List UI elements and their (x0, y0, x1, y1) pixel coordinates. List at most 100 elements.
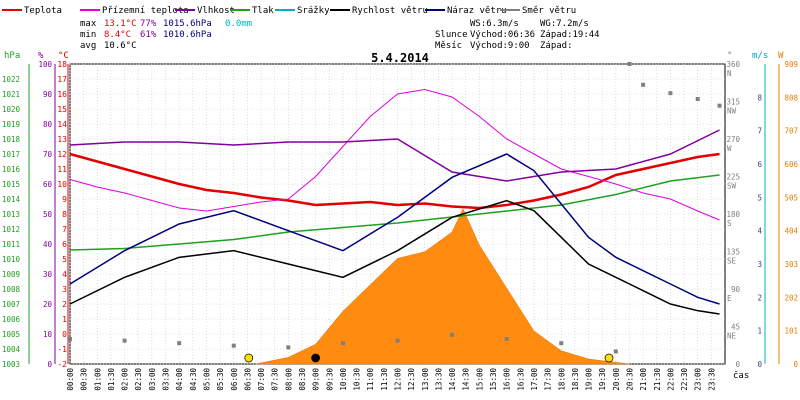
dir-name-label: N (727, 69, 732, 78)
wind-direction-point (286, 345, 291, 350)
temp-tick-label: 2 (62, 300, 67, 309)
sunset-marker (604, 353, 614, 363)
hpa-tick-label: 1013 (2, 210, 20, 219)
time-tick-label: 03:00 (148, 368, 157, 391)
pct-tick-label: 40 (43, 240, 53, 249)
info-sun-label: Slunce (435, 30, 468, 40)
time-tick-label: 00:30 (80, 368, 89, 391)
solar-area (255, 208, 630, 365)
ms-tick-label: 4 (757, 227, 762, 236)
time-tick-label: 23:30 (707, 368, 716, 391)
stats-avg-temp: 10.6°C (104, 41, 137, 51)
temp-tick-label: 1 (62, 315, 67, 324)
pct-tick-label: 0 (47, 360, 52, 369)
dir-tick-label: 135 (726, 248, 740, 257)
legend-temp-label: Teplota (24, 6, 62, 16)
time-tick-label: 08:00 (284, 368, 293, 391)
w-tick-label: 606 (784, 160, 798, 169)
legend-gust-label: Náraz větru (447, 6, 507, 16)
time-tick-label: 13:00 (421, 368, 430, 391)
time-tick-label: 02:00 (121, 368, 130, 391)
legend-humidity-label: Vlhkost (197, 6, 235, 16)
temp-tick-label: 16 (57, 90, 67, 99)
dir-name-label: SW (727, 182, 737, 191)
info-sunset: Západ:19:44 (540, 30, 600, 40)
stats-min-temp: 8.4°C (104, 30, 131, 40)
time-tick-label: 03:30 (162, 368, 171, 391)
temp-tick-label: 17 (57, 75, 67, 84)
legend-winddir-label: Směr větru (522, 6, 576, 16)
w-tick-label: 505 (784, 193, 798, 202)
time-tick-label: 12:30 (407, 368, 416, 391)
ms-tick-label: 8 (757, 93, 762, 102)
legend-groundtemp-label: Přízemní teplota (102, 6, 189, 16)
temp-tick-label: 12 (57, 150, 67, 159)
stats-avg-label: avg (80, 41, 96, 51)
time-tick-label: 17:00 (530, 368, 539, 391)
w-tick-label: 202 (784, 293, 798, 302)
pct-tick-label: 50 (43, 210, 53, 219)
time-tick-label: 07:00 (257, 368, 266, 391)
temp-tick-label: 10 (57, 180, 67, 189)
time-tick-label: 21:30 (653, 368, 662, 391)
pct-tick-label: 70 (43, 150, 53, 159)
dir-tick-label: 270 (726, 135, 740, 144)
series-line-p-zemn-teplota (69, 88, 720, 221)
info-block: WS:6.3m/s WG:7.2m/s Slunce Východ:06:36 … (435, 19, 600, 51)
series-line-vlhkost (69, 129, 720, 182)
pct-tick-label: 30 (43, 270, 53, 279)
series-line-teplota (69, 152, 720, 210)
moonrise-marker (311, 353, 320, 363)
temp-tick-label: 13 (57, 135, 67, 144)
hpa-tick-label: 1018 (2, 135, 21, 144)
temp-tick-label: 5 (62, 255, 67, 264)
time-tick-label: 14:30 (462, 368, 471, 391)
time-tick-label: 01:30 (107, 368, 116, 391)
hpa-tick-label: 1005 (2, 330, 20, 339)
time-tick-label: 19:30 (598, 368, 607, 391)
pct-unit: % (38, 51, 44, 61)
temp-tick-label: 0 (62, 330, 67, 339)
stats-max-label: max (80, 19, 97, 29)
legend-pressure-label: Tlak (252, 6, 274, 16)
temp-tick-label: 18 (57, 60, 67, 69)
time-tick-label: 20:00 (612, 368, 621, 391)
time-tick-label: 00:00 (66, 368, 75, 391)
temp-tick-label: 8 (62, 210, 67, 219)
c-unit: °C (58, 51, 69, 61)
time-tick-label: 11:00 (366, 368, 375, 391)
wind-direction-point (613, 349, 618, 354)
hpa-tick-label: 1008 (2, 285, 21, 294)
time-tick-label: 15:30 (489, 368, 498, 391)
info-moon-label: Měsíc (435, 41, 462, 51)
time-tick-label: 13:30 (434, 368, 443, 391)
time-tick-label: 15:00 (475, 368, 484, 391)
wind-direction-point (717, 103, 722, 108)
pct-tick-label: 20 (43, 300, 53, 309)
pct-tick-label: 60 (43, 180, 53, 189)
w-tick-label: 101 (784, 327, 798, 336)
wind-direction-point (504, 337, 509, 341)
time-tick-label: 06:00 (230, 368, 239, 391)
time-tick-label: 02:30 (134, 368, 143, 391)
deg-unit: ° (727, 51, 732, 61)
wind-direction-point (695, 97, 700, 101)
series-line-n-raz-v-tru (69, 153, 720, 305)
dir-name-label: NW (727, 107, 737, 116)
legend-rain-label: Srážky (297, 6, 330, 16)
time-unit: čas (733, 370, 749, 381)
time-axis: 00:00 00:30 01:00 01:30 02:00 02:30 03:00 03:30… (66, 368, 716, 391)
hpa-tick-label: 1004 (2, 345, 21, 354)
time-tick-label: 18:30 (571, 368, 580, 391)
time-tick-label: 22:00 (666, 368, 675, 391)
info-moonrise: Východ:9:00 (470, 41, 530, 51)
w-tick-label: 303 (784, 260, 798, 269)
hpa-tick-label: 1017 (2, 150, 20, 159)
legend: Teplota Přízemní teplota Vlhkost Tlak Sr… (2, 6, 576, 16)
temp-tick-label: 7 (62, 225, 67, 234)
left-axes: -2-1012345678910111213141516171810031004… (2, 60, 69, 369)
time-tick-label: 04:30 (189, 368, 198, 391)
time-tick-label: 04:00 (175, 368, 184, 391)
dir-name-label: SE (727, 257, 737, 266)
time-tick-label: 14:00 (448, 368, 457, 391)
